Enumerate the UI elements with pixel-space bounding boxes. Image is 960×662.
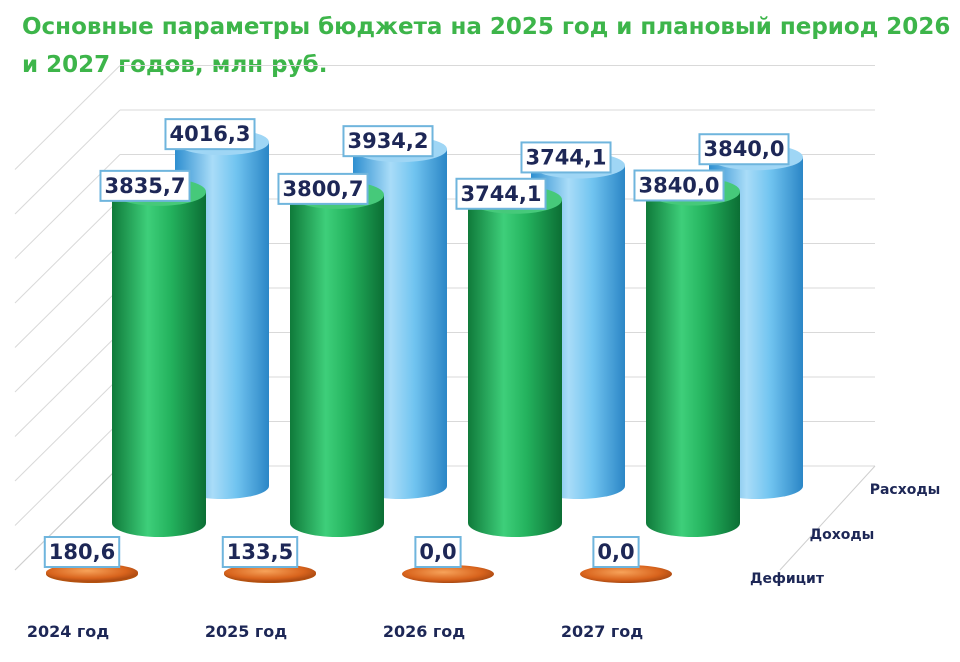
axis-labels: 2024 год 2025 год 2026 год 2027 год Расходы Д… [27,482,941,641]
bar-income [646,177,740,537]
bar-deficit [580,565,672,583]
series-label: Расходы [870,482,941,498]
value-label-expenses: 4016,3 [164,118,256,151]
gridline-side [14,421,121,526]
svg-text:3744,1: 3744,1 [460,182,541,206]
floor-edge [14,465,121,571]
svg-text:3744,1: 3744,1 [525,145,606,169]
value-label-deficit: 133,5 [221,536,299,568]
svg-text:3800,7: 3800,7 [282,177,363,201]
category-label: 2025 год [205,622,287,641]
svg-text:3840,0: 3840,0 [703,137,784,161]
gridline-side [14,376,121,482]
bar-deficit [224,563,316,583]
bar-income [290,180,384,538]
value-label-income: 3800,7 [277,172,369,205]
gridline-side [14,65,121,170]
category-label: 2024 год [27,622,109,641]
value-label-expenses: 3934,2 [342,125,434,158]
category-label: 2027 год [561,622,643,641]
value-label-expenses: 3744,1 [520,141,612,174]
gridline-side [14,109,121,215]
bar-deficit [46,563,138,583]
value-label-deficit: 0,0 [592,536,640,568]
floor-edge [779,465,876,571]
gridline-side [14,243,121,348]
bar-income [112,177,206,537]
bar-income [468,185,562,537]
value-label-income: 3840,0 [633,169,725,202]
svg-text:0,0: 0,0 [419,540,456,564]
value-label-deficit: 180,6 [43,536,121,568]
bars [46,129,803,583]
series-label: Доходы [810,527,875,543]
gridline-side [14,332,121,437]
value-label-income: 3835,7 [99,169,191,202]
gridline-side [14,198,121,304]
svg-text:3835,7: 3835,7 [104,174,185,198]
category-label: 2026 год [383,622,465,641]
svg-text:4016,3: 4016,3 [169,122,250,146]
svg-text:0,0: 0,0 [597,540,634,564]
svg-text:133,5: 133,5 [227,540,293,564]
value-label-deficit: 0,0 [414,536,462,568]
bar-deficit [402,565,494,583]
svg-text:180,6: 180,6 [49,540,115,564]
svg-text:3934,2: 3934,2 [347,129,428,153]
value-label-expenses: 3840,0 [698,133,790,166]
value-labels: 4016,3 3835,7 180,6 3934,2 3800,7 133,5 3744,1… [43,118,790,568]
svg-text:3840,0: 3840,0 [638,173,719,197]
gridline-side [14,287,121,393]
series-label: Дефицит [750,571,825,587]
value-label-income: 3744,1 [455,177,547,210]
